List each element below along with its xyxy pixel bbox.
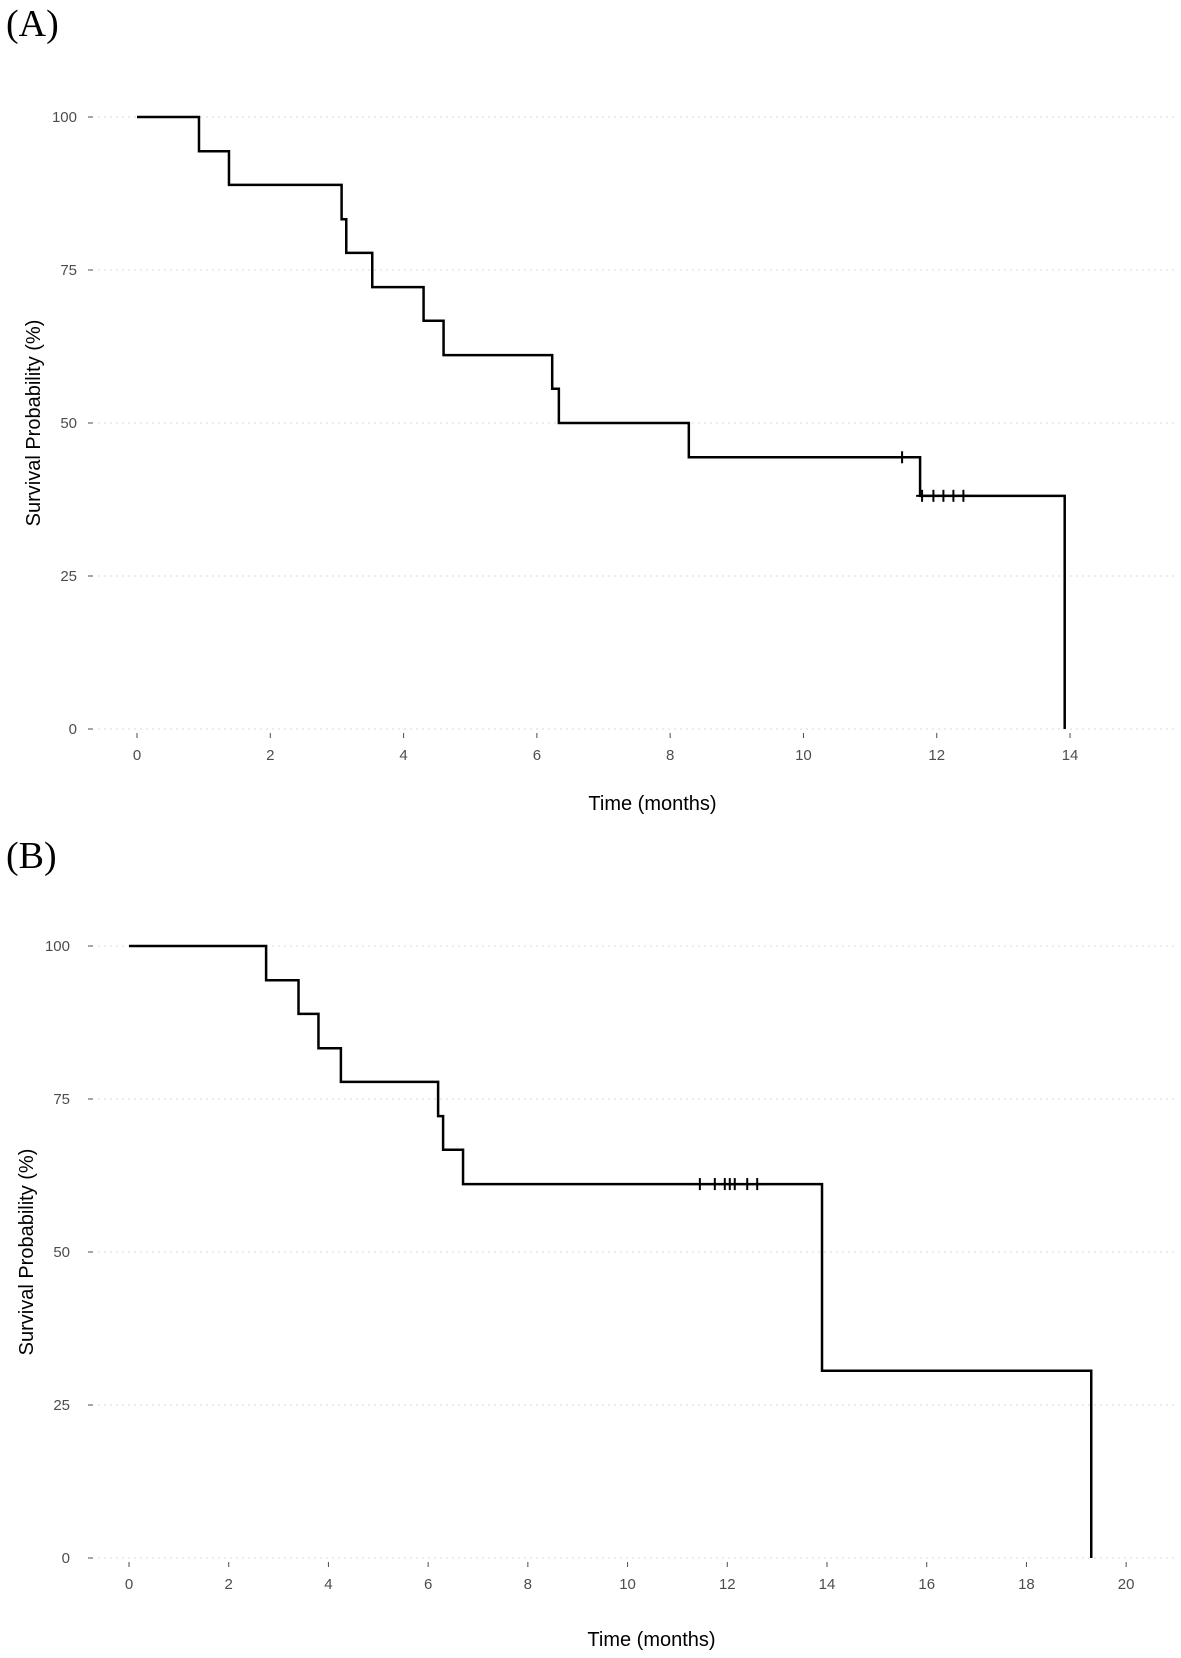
x-ticks-b: 0 2 4 6 8 10 12 14 16 18 20	[125, 1562, 1135, 1593]
panel-b: (B) 0 2 4 6 8 10 12 14 16 18 20 0 25 50 75 100 Time (m…	[0, 829, 1181, 1658]
x-tick-label: 8	[666, 747, 674, 764]
censor-mark	[728, 1178, 741, 1191]
survival-curve-a	[137, 115, 1066, 729]
y-tick-label: 0	[62, 1550, 70, 1567]
censor-mark	[916, 489, 929, 502]
survival-chart-a: 0 2 4 6 8 10 12 14 0 25 50 75 100 Time (months) Sur…	[23, 109, 1176, 815]
censor-mark	[751, 1178, 764, 1191]
censor-mark	[896, 451, 909, 464]
y-tick-label: 75	[53, 1091, 70, 1108]
x-tick-label: 0	[133, 747, 141, 764]
x-axis-title-a: Time (months)	[588, 793, 716, 815]
x-tick-label: 14	[1062, 747, 1079, 764]
y-tick-label: 50	[53, 1244, 70, 1261]
y-tick-label: 0	[69, 721, 77, 738]
y-ticks-a: 0 25 50 75 100	[52, 109, 93, 738]
x-tick-label: 20	[1118, 1576, 1135, 1593]
x-tick-label: 12	[928, 747, 945, 764]
censor-marks-b	[693, 1178, 764, 1191]
y-ticks-b: 0 25 50 75 100	[45, 938, 93, 1567]
y-tick-label: 25	[53, 1397, 70, 1414]
y-tick-label: 25	[60, 568, 77, 585]
x-tick-label: 8	[524, 1576, 532, 1593]
x-tick-label: 6	[424, 1576, 432, 1593]
x-tick-label: 14	[819, 1576, 836, 1593]
x-tick-label: 16	[918, 1576, 935, 1593]
panel-a: (A) 0 2 4 6 8 10 12 14 0 25 50 75 100 Time (months)…	[6, 3, 1176, 815]
x-ticks-a: 0 2 4 6 8 10 12 14	[133, 733, 1079, 764]
y-tick-label: 75	[60, 262, 77, 279]
y-axis-title-b: Survival Probability (%)	[16, 1149, 38, 1356]
y-tick-label: 50	[60, 415, 77, 432]
x-tick-label: 10	[619, 1576, 636, 1593]
panel-label-a: (A)	[6, 3, 59, 45]
x-tick-label: 4	[399, 747, 407, 764]
y-axis-title-a: Survival Probability (%)	[23, 320, 45, 527]
survival-curve-b	[129, 944, 1093, 1558]
x-tick-label: 0	[125, 1576, 133, 1593]
x-tick-label: 18	[1018, 1576, 1035, 1593]
x-tick-label: 12	[719, 1576, 736, 1593]
grid-b	[98, 945, 1176, 1559]
survival-chart-b: 0 2 4 6 8 10 12 14 16 18 20 0 25 50 75 100 Time (month…	[16, 938, 1176, 1651]
y-tick-label: 100	[52, 109, 77, 126]
panel-label-b: (B)	[6, 835, 57, 877]
x-tick-label: 4	[324, 1576, 332, 1593]
x-tick-label: 2	[266, 747, 274, 764]
x-tick-label: 10	[795, 747, 812, 764]
censor-mark	[957, 489, 970, 502]
y-tick-label: 100	[45, 938, 70, 955]
censor-marks-a	[896, 451, 970, 502]
x-tick-label: 6	[533, 747, 541, 764]
x-axis-title-b: Time (months)	[587, 1629, 715, 1651]
x-tick-label: 2	[225, 1576, 233, 1593]
censor-mark	[693, 1178, 706, 1191]
